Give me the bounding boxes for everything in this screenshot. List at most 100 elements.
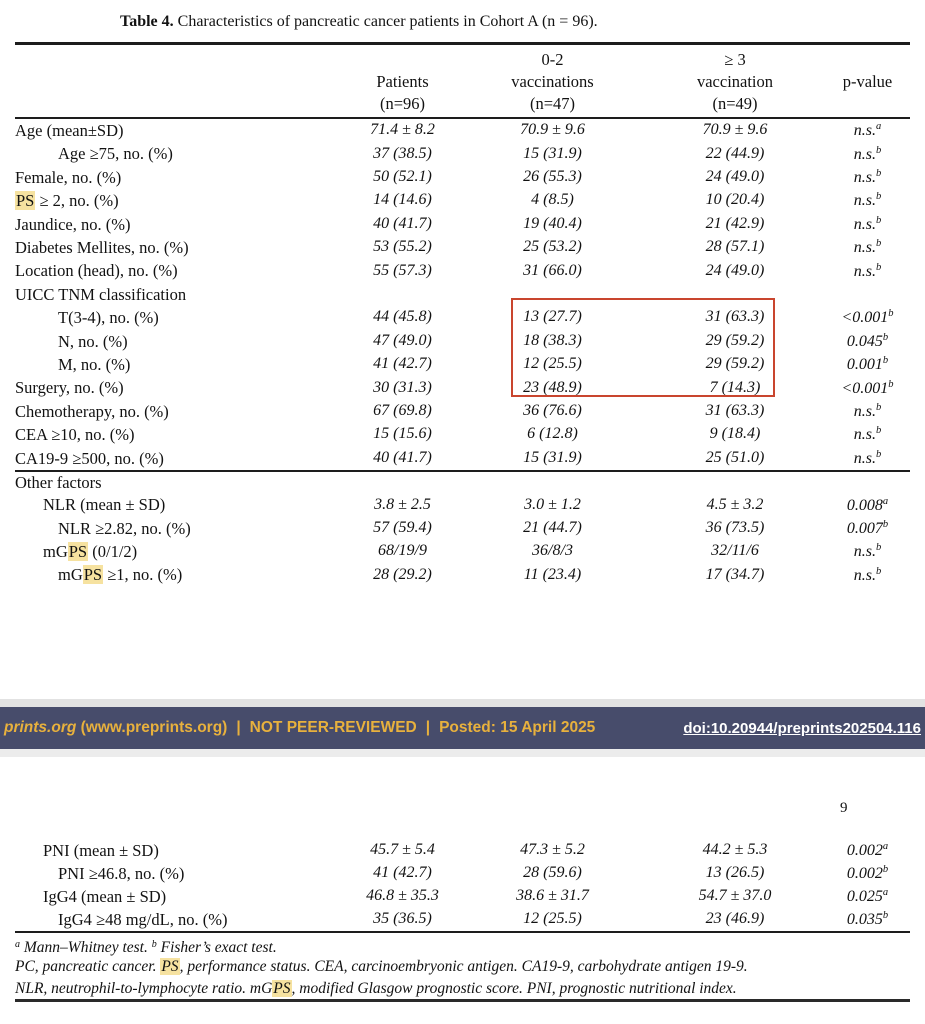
page-gap-bottom [0,749,925,757]
row-label: NLR ≥2.82, no. (%) [58,518,191,538]
table-row: PNI ≥46.8, no. (%) 41 (42.7) 28 (59.6) 13 (… [15,862,910,885]
p-value-cell: n.s.b [853,214,882,233]
p-value-cell: n.s.b [853,144,882,163]
p-value-cell: <0.001b [841,308,894,327]
row-label: Age (mean±SD) [15,121,124,141]
value-cell: 23 (46.9) [705,910,765,928]
value-cell: 24 (49.0) [705,261,765,279]
table-row: Other factors [15,469,910,493]
value-cell: 41 (42.7) [373,355,432,373]
footnote-text: NLR, neutrophil-to-lymphocyte ratio. mG [15,980,273,997]
highlighted-term: PS [82,565,104,585]
value-cell: 15 (31.9) [523,144,582,162]
value-cell: 31 (63.3) [705,401,765,419]
header-col-p-value: p-value [842,72,893,91]
table-row: M, no. (%) 41 (42.7) 12 (25.5) 29 (59.2) 0.0… [15,353,910,376]
page-number: 9 [840,800,848,816]
banner-not-peer-reviewed: NOT PEER-REVIEWED [249,719,417,736]
footnote-text: Mann–Whitney test. [20,939,152,956]
table-title-caption: Characteristics of pancreatic cancer pat… [173,13,598,30]
value-cell: 50 (52.1) [373,168,432,186]
p-value-cell: 0.007b [846,518,889,537]
value-cell: 10 (20.4) [705,191,765,209]
p-value-superscript: a [882,495,889,507]
p-value-superscript: b [875,168,882,180]
value-cell: 36/8/3 [532,542,573,560]
row-label: IgG4 ≥48 mg/dL, no. (%) [58,909,228,929]
value-cell: 28 (29.2) [373,565,432,583]
value-cell: 67 (69.8) [373,401,432,419]
banner-bar: prints.org (www.preprints.org) | NOT PEER-… [0,707,925,749]
footnote-line: a Mann–Whitney test. b Fisher’s exact te… [15,934,910,956]
footnote-text: , modified Glasgow prognostic score. PNI… [291,980,737,997]
banner-separator: | [236,719,241,736]
row-label: Diabetes Mellites, no. (%) [15,237,189,257]
p-value-cell: n.s.b [853,542,882,561]
table-row: Location (head), no. (%) 55 (57.3) 31 (66.… [15,259,910,282]
footnote-text: Fisher’s exact test. [156,939,277,956]
value-cell: 54.7 ± 37.0 [698,887,772,905]
header-col-characteristic [15,49,345,115]
value-cell: 71.4 ± 8.2 [370,121,435,139]
row-label: IgG4 (mean ± SD) [43,886,167,906]
value-cell: 17 (34.7) [705,565,765,583]
value-cell: 15 (15.6) [373,425,432,443]
value-cell: 41 (42.7) [373,864,432,882]
table-header-row: Patients (n=96) 0-2 vaccinations (n=47) ≥ 3… [15,45,910,119]
banner-separator: | [425,719,431,736]
footnote-superscript: a [15,939,20,950]
value-cell: 68/19/9 [378,542,427,560]
value-cell: 47.3 ± 5.2 [520,841,585,859]
value-cell: 70.9 ± 9.6 [520,121,585,139]
footnotes: a Mann–Whitney test. b Fisher’s exact te… [15,934,910,1000]
value-cell: 36 (73.5) [705,518,765,536]
p-value-superscript: b [888,308,894,320]
value-cell: 3.8 ± 2.5 [374,495,431,513]
table-row: Age ≥75, no. (%) 37 (38.5) 15 (31.9) 22 (44… [15,142,910,165]
value-cell: 14 (14.6) [373,191,432,209]
value-cell: 21 (44.7) [523,518,582,536]
value-cell: 6 (12.8) [527,425,578,443]
footnote-text: PC, pancreatic cancer. [15,958,161,975]
row-label: mGPS ≥1, no. (%) [58,565,183,585]
p-value-cell: 0.002b [846,864,889,883]
p-value-superscript: b [882,518,889,530]
footnote-text: , performance status. CEA, carcinoembryo… [179,958,748,975]
table4-part2: PNI (mean ± SD) 45.7 ± 5.4 47.3 ± 5.2 44.2 … [15,839,910,933]
table-title: Table 4. Characteristics of pancreatic c… [120,13,598,31]
value-cell: 70.9 ± 9.6 [702,121,768,139]
p-value-cell: 0.001b [846,355,889,374]
value-cell: 28 (57.1) [705,238,765,256]
value-cell: 13 (27.7) [523,308,582,326]
value-cell: 36 (76.6) [523,401,582,419]
highlighted-term: PS [67,542,89,562]
doi-link[interactable]: doi:10.20944/preprints202504.116 [683,719,921,737]
value-cell: 26 (55.3) [523,168,582,186]
p-value-cell: n.s.b [853,191,882,210]
table-row: mGPS (0/1/2) 68/19/9 36/8/3 32/11/6 n.s.b [15,540,910,563]
table-row: T(3-4), no. (%) 44 (45.8) 13 (27.7) 31 (63.… [15,306,910,329]
row-label: mGPS (0/1/2) [43,542,138,562]
table-row: PS ≥ 2, no. (%) 14 (14.6) 4 (8.5) 10 (20.4)… [15,189,910,212]
banner-site-url: (www.preprints.org) [76,719,228,736]
value-cell: 53 (55.2) [373,238,432,256]
p-value-superscript: b [875,401,882,413]
table-row: N, no. (%) 47 (49.0) 18 (38.3) 29 (59.2) 0.0… [15,330,910,353]
value-cell: 37 (38.5) [373,144,432,162]
value-cell: 22 (44.9) [705,144,765,162]
table-row: PNI (mean ± SD) 45.7 ± 5.4 47.3 ± 5.2 44.2 … [15,839,910,862]
value-cell: 21 (42.9) [705,214,765,232]
p-value-superscript: b [875,565,882,577]
p-value-superscript: a [882,887,889,899]
p-value-cell: n.s.b [853,565,882,584]
row-label: PNI (mean ± SD) [43,840,159,860]
p-value-superscript: b [882,331,889,343]
p-value-superscript: b [882,355,889,367]
value-cell: 55 (57.3) [373,261,432,279]
value-cell: 29 (59.2) [705,331,765,349]
row-label: M, no. (%) [58,354,131,374]
value-cell: 13 (26.5) [705,864,765,882]
p-value-cell: 0.008a [846,495,889,514]
value-cell: 25 (53.2) [523,238,582,256]
value-cell: 29 (59.2) [705,355,765,373]
